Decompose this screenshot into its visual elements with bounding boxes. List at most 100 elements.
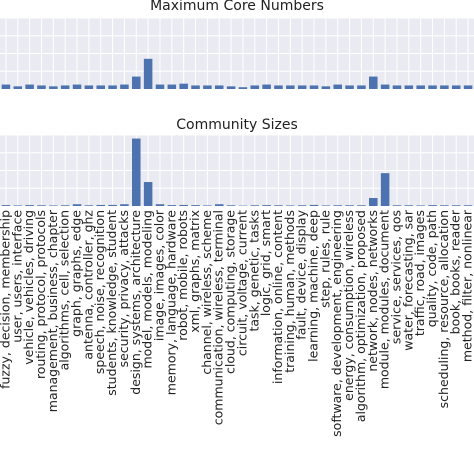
x-tick-label: information, online, content <box>270 210 285 384</box>
x-tick-label: model, models, modeling <box>140 210 155 369</box>
bar <box>108 85 117 89</box>
x-tick-label: speech, noise, recognition <box>92 210 107 374</box>
x-tick-label: method, filter, nonlinear <box>460 209 474 362</box>
bar <box>120 84 129 89</box>
x-tick-label: memory, language, hardware <box>163 210 178 396</box>
bar <box>179 204 188 206</box>
bar <box>167 205 177 206</box>
x-tick-label: user, users, interface <box>9 210 24 343</box>
bar <box>37 205 46 206</box>
bar <box>191 85 200 89</box>
bar <box>333 84 342 89</box>
bar <box>357 85 366 89</box>
chart-title: Community Sizes <box>176 117 298 133</box>
bar <box>416 85 425 89</box>
bar <box>96 85 105 89</box>
x-tick-label: vehicle, vehicles, driving <box>21 210 36 365</box>
bar <box>369 198 378 206</box>
bar <box>1 84 11 89</box>
bar <box>214 204 224 206</box>
x-tick-label: software, development, engineering <box>329 210 344 437</box>
bar <box>404 205 414 206</box>
x-tick-label: quality, code, path <box>424 210 439 327</box>
bar <box>143 58 153 89</box>
x-tick-label: students, knowledge, student <box>104 210 119 396</box>
x-tick-label: fuzzy, decision, membership <box>0 210 12 389</box>
bar <box>72 204 82 206</box>
bar <box>416 205 425 206</box>
bar <box>392 85 402 89</box>
bar <box>345 205 354 206</box>
bar <box>309 85 319 89</box>
bar <box>463 205 473 206</box>
x-tick-label: task, genetic, tasks <box>246 210 261 332</box>
bar <box>357 205 366 206</box>
x-tick-label: algorithm, optimization, proposed <box>353 210 368 422</box>
bar <box>440 205 449 206</box>
bar <box>238 87 248 89</box>
bar <box>428 85 437 89</box>
bar <box>321 205 331 206</box>
bar <box>250 205 260 206</box>
x-tick-label: water, forecasting, sar <box>400 209 415 351</box>
x-tick-label: training, human, methods <box>282 210 297 373</box>
x-tick-label: step, rules, rule <box>317 210 332 308</box>
bar <box>440 85 449 89</box>
bar <box>49 86 58 89</box>
bar <box>380 84 390 89</box>
bar <box>463 85 473 89</box>
bar <box>392 205 402 206</box>
x-tick-label: energy, consumption, wireless <box>341 210 356 401</box>
bar <box>167 84 177 89</box>
x-tick-label: module, modules, document <box>377 210 392 389</box>
bar <box>451 205 461 206</box>
x-tick-label: network, nodes, networks <box>365 210 380 372</box>
bar <box>404 85 414 89</box>
bar <box>155 204 165 206</box>
bar <box>132 76 141 89</box>
x-tick-label: routing, protocol, protocols <box>33 210 48 379</box>
x-tick-label: book, books, reader <box>448 209 463 334</box>
x-tick-label: xml, graphs, matrix <box>187 210 202 333</box>
x-tick-label: traffic, road, images <box>412 210 427 336</box>
bar <box>143 182 153 206</box>
x-tick-label: graph, graphs, edge <box>69 210 84 337</box>
bar <box>155 84 165 89</box>
bar <box>203 85 212 89</box>
bar <box>1 205 11 206</box>
bar <box>428 205 437 206</box>
x-tick-label: service, services, qos <box>388 210 403 344</box>
bar <box>72 84 82 89</box>
x-tick-label: scheduling, resource, allocation <box>436 210 451 408</box>
bar <box>262 84 271 89</box>
bar <box>226 205 236 206</box>
bar <box>203 205 212 206</box>
x-tick-label: fault, device, display <box>294 209 309 339</box>
x-tick-label: cloud, computing, storage <box>223 210 238 374</box>
bar <box>84 85 94 89</box>
bar <box>286 205 295 206</box>
bar <box>37 85 46 89</box>
x-tick-label: circuit, voltage, current <box>234 210 249 356</box>
bar <box>333 205 342 206</box>
bar <box>250 85 260 89</box>
bar <box>369 76 378 89</box>
bar <box>191 205 200 206</box>
bar <box>132 138 141 206</box>
bar <box>214 85 224 89</box>
chart-title: Maximum Core Numbers <box>150 0 324 14</box>
bar <box>25 205 34 206</box>
bar <box>25 84 34 89</box>
x-tick-label: channel, wireless, scheme <box>199 210 214 375</box>
x-tick-label: algorithms, cell, selection <box>57 210 72 370</box>
bar <box>297 85 307 89</box>
bar <box>451 85 461 89</box>
bar <box>297 205 307 206</box>
bar <box>309 204 319 206</box>
bar <box>108 204 117 206</box>
x-tick-label: management, business, chapter <box>45 209 60 412</box>
bar <box>274 85 283 89</box>
x-tick-label: image, images, color <box>151 209 166 341</box>
x-tick-label: antenna, controller, ghz <box>80 210 95 360</box>
